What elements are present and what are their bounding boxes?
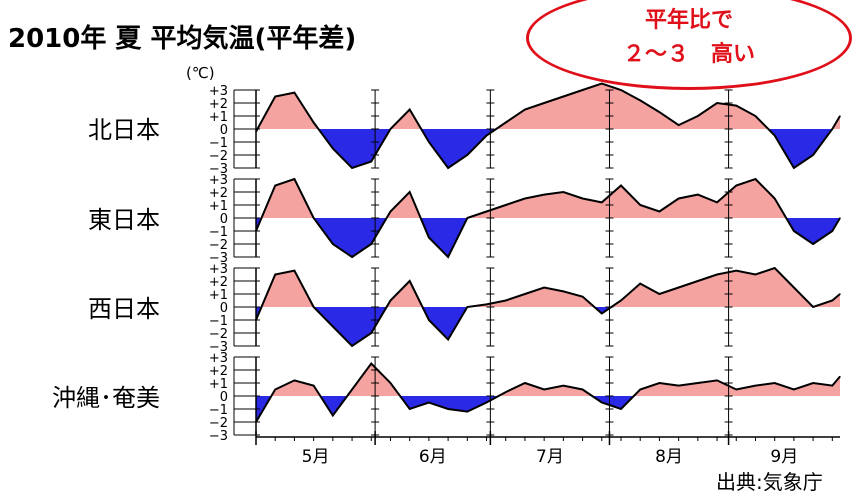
y-tick-label: −1 [209, 136, 228, 151]
y-tick-label: −1 [209, 314, 228, 329]
y-tick-label: 0 [220, 212, 228, 227]
highlight-badge-text: 平年比で ２～３ 高い [526, 4, 852, 72]
y-tick-label: −2 [209, 416, 228, 431]
series-line [255, 361, 841, 423]
y-tick-label: −3 [209, 251, 228, 266]
y-tick-label: 0 [220, 390, 228, 405]
unit-label: (℃) [186, 64, 215, 82]
series-line [255, 266, 841, 348]
x-tick-label: 6月 [419, 447, 447, 467]
y-tick-label: −2 [209, 327, 228, 342]
y-tick-label: +2 [209, 275, 228, 290]
region-label-north: 北日本 [88, 116, 160, 144]
negative-anomaly-area [256, 218, 840, 257]
y-tick-label: +3 [209, 173, 228, 188]
y-tick-label: 0 [220, 301, 228, 316]
y-tick-label: +2 [209, 186, 228, 201]
y-tick-label: +3 [209, 84, 228, 99]
x-tick-label: 7月 [536, 447, 564, 467]
source-label: 出典:気象庁 [716, 470, 823, 494]
region-label-east: 東日本 [88, 206, 160, 234]
region-label-okinawa: 沖縄･奄美 [52, 384, 160, 412]
y-tick-label: +1 [209, 110, 228, 125]
positive-anomaly-area [256, 363, 840, 396]
y-tick-label: +1 [209, 288, 228, 303]
positive-anomaly-area [256, 179, 840, 218]
y-tick-label: +3 [209, 351, 228, 366]
badge-line-1: 平年比で [644, 8, 733, 33]
y-tick-label: +1 [209, 199, 228, 214]
x-tick-label: 5月 [302, 447, 330, 467]
series-line [255, 82, 841, 170]
series-line [255, 177, 841, 259]
y-tick-label: −1 [209, 403, 228, 418]
y-tick-label: −3 [209, 162, 228, 177]
negative-anomaly-area [256, 129, 840, 168]
highlight-badge [526, 0, 852, 90]
badge-line-2: ２～３ 高い [622, 42, 755, 67]
y-tick-label: −2 [209, 149, 228, 164]
y-tick-label: −3 [209, 429, 228, 444]
chart-title: 2010年 夏 平均気温(平年差) [8, 24, 357, 54]
y-tick-label: −3 [209, 340, 228, 355]
negative-anomaly-area [256, 307, 840, 346]
region-label-west: 西日本 [88, 295, 160, 323]
positive-anomaly-area [256, 268, 840, 307]
y-tick-label: +3 [209, 262, 228, 277]
y-tick-label: −2 [209, 238, 228, 253]
x-tick-label: 8月 [655, 447, 683, 467]
x-tick-label: 9月 [770, 447, 798, 467]
y-tick-label: 0 [220, 123, 228, 138]
y-tick-label: +2 [209, 97, 228, 112]
y-tick-label: −1 [209, 225, 228, 240]
y-tick-label: +1 [209, 377, 228, 392]
y-tick-label: +2 [209, 364, 228, 379]
